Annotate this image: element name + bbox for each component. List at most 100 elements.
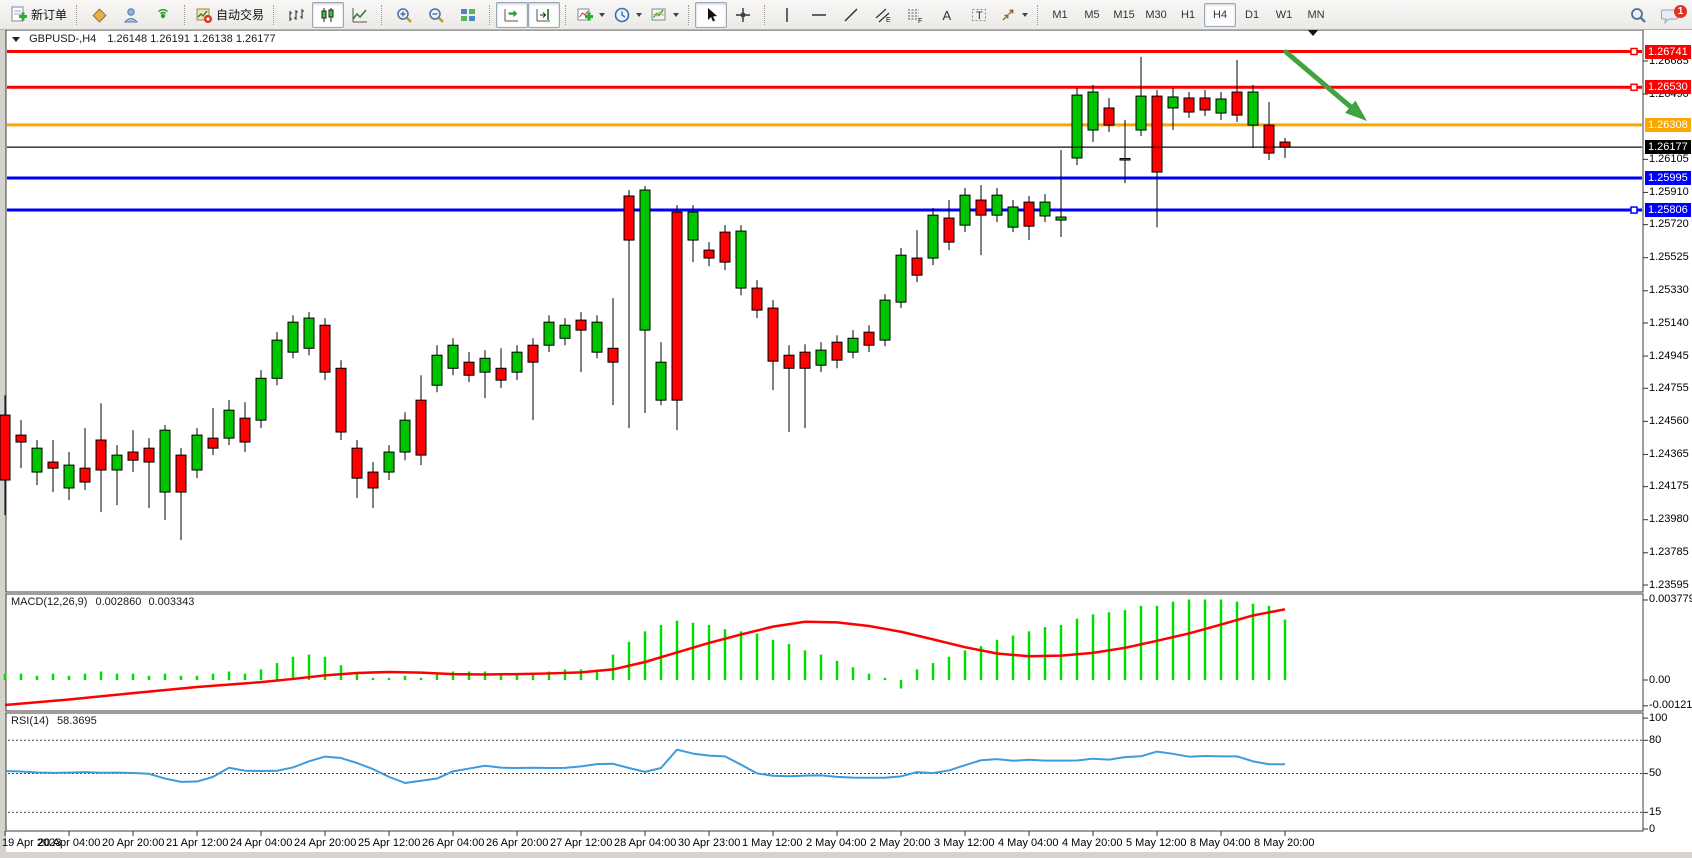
text-button[interactable]: A — [931, 2, 963, 28]
linechart-icon — [352, 7, 368, 22]
candle-down — [1263, 124, 1275, 154]
candle-up — [511, 351, 523, 373]
ticket-button[interactable] — [83, 2, 115, 28]
candle-up — [879, 299, 891, 341]
auto-scroll-button[interactable] — [496, 1, 529, 28]
date-axis-label: 20 Apr 04:00 — [38, 837, 101, 849]
periods-button[interactable] — [609, 2, 646, 28]
crosshair-button[interactable] — [727, 2, 759, 28]
date-axis-label: 2 May 20:00 — [870, 837, 931, 849]
tile-windows-button[interactable] — [452, 2, 484, 28]
timeframe-w1-button[interactable]: W1 — [1275, 8, 1293, 21]
macd-axis-tick: 0.003779 — [1649, 593, 1692, 606]
price-axis-tick: 1.24755 — [1649, 381, 1689, 394]
toolbar-separator — [1037, 4, 1039, 25]
date-axis-label: 24 Apr 20:00 — [294, 837, 357, 849]
line-chart-button[interactable] — [344, 2, 376, 28]
timeframe-m15-button[interactable]: M15 — [1113, 8, 1135, 21]
candle-down — [703, 249, 715, 259]
candle-up — [1071, 94, 1083, 159]
timeframe-d1-button[interactable]: D1 — [1245, 8, 1260, 21]
candle-down — [143, 447, 155, 463]
candle-down — [15, 434, 27, 443]
textA-icon: A — [943, 8, 952, 23]
chevron-down-icon[interactable] — [636, 12, 643, 17]
signal-button[interactable] — [147, 2, 179, 28]
candle-down — [47, 461, 59, 469]
price-axis-tick: 1.24175 — [1649, 480, 1689, 493]
candle-up — [815, 349, 827, 366]
toolbar-separator — [184, 4, 186, 25]
label-button[interactable]: T — [963, 2, 995, 28]
candle-up — [31, 447, 43, 473]
zoomout-icon — [429, 7, 444, 23]
candle-up — [223, 409, 235, 439]
fibonacci-button[interactable]: F — [899, 2, 931, 28]
bar-chart-button[interactable] — [280, 2, 312, 28]
chat-button[interactable]: 1 — [1654, 2, 1687, 28]
candle-down — [463, 361, 475, 376]
chevron-down-icon[interactable] — [599, 12, 606, 17]
chevron-down-icon[interactable] — [1022, 12, 1029, 17]
templates-button[interactable] — [646, 2, 683, 28]
candle-down — [751, 287, 763, 311]
chart-shift-button[interactable] — [528, 1, 561, 28]
timeframe-m5-button[interactable]: M5 — [1084, 8, 1100, 21]
trendline-button[interactable] — [835, 2, 867, 28]
arrows-button[interactable] — [995, 2, 1032, 28]
candle-up — [479, 357, 491, 373]
new-order-button-label: 新订单 — [31, 8, 68, 22]
indicators-button[interactable] — [572, 2, 609, 28]
price-axis-tick: 1.25910 — [1649, 185, 1689, 198]
autoscroll-icon — [504, 8, 519, 21]
candle-down — [783, 354, 795, 369]
candle-down — [127, 451, 139, 461]
new-order-button[interactable]: 新订单 — [6, 2, 71, 28]
trend-arrow-annotation[interactable] — [1283, 49, 1355, 111]
timeframe-m30-button[interactable]: M30 — [1145, 8, 1167, 21]
candles-icon — [321, 7, 334, 22]
date-axis-label: 19 Apr 2023 — [2, 837, 62, 849]
toolbar-separator — [764, 4, 766, 25]
zoom-out-button[interactable] — [420, 2, 452, 28]
svg-text:T: T — [976, 10, 983, 22]
zoom-in-button[interactable] — [388, 2, 420, 28]
timeframe-m1-button[interactable]: M1 — [1052, 8, 1068, 21]
channel-icon: E — [875, 8, 891, 24]
candle-up — [735, 230, 747, 289]
candle-up — [895, 254, 907, 303]
channel-button[interactable]: E — [867, 2, 899, 28]
timeframe-h4-button[interactable]: H4 — [1204, 2, 1237, 27]
search-button[interactable] — [1622, 2, 1654, 28]
rsi-axis-tick: 100 — [1649, 711, 1668, 724]
date-axis-label: 30 Apr 23:00 — [678, 837, 741, 849]
price-line-badge: 1.26741 — [1645, 44, 1691, 59]
toolbar-separator — [76, 4, 78, 25]
price-axis-tick: 1.25720 — [1649, 218, 1689, 231]
scroll-marker-icon[interactable] — [1306, 28, 1320, 36]
profile-button[interactable] — [115, 2, 147, 28]
vline-button[interactable] — [771, 2, 803, 28]
hline-icon — [812, 13, 827, 16]
person-icon — [123, 7, 139, 22]
svg-text:F: F — [918, 18, 922, 24]
date-axis-label: 21 Apr 12:00 — [166, 837, 229, 849]
rsi-value: 58.3695 — [56, 715, 97, 727]
cursor-button[interactable] — [695, 1, 728, 28]
timeframe-h1-button[interactable]: H1 — [1181, 8, 1196, 21]
date-axis-label: 25 Apr 12:00 — [358, 837, 421, 849]
timeframe-mn-button[interactable]: MN — [1307, 8, 1325, 21]
hline-button[interactable] — [803, 2, 835, 28]
price-axis-tick: 1.24365 — [1649, 447, 1689, 460]
chevron-down-icon[interactable] — [673, 12, 680, 17]
candle-down — [1199, 97, 1211, 111]
candle-up — [927, 214, 939, 259]
candle-chart-button[interactable] — [312, 1, 345, 28]
auto-trading-button[interactable]: 自动交易 — [191, 2, 268, 28]
date-axis-label: 26 Apr 20:00 — [486, 837, 549, 849]
candle-up — [399, 419, 411, 453]
symbol-dropdown-icon[interactable] — [12, 37, 20, 42]
candle-down — [863, 331, 875, 346]
candle-up — [1119, 158, 1131, 161]
